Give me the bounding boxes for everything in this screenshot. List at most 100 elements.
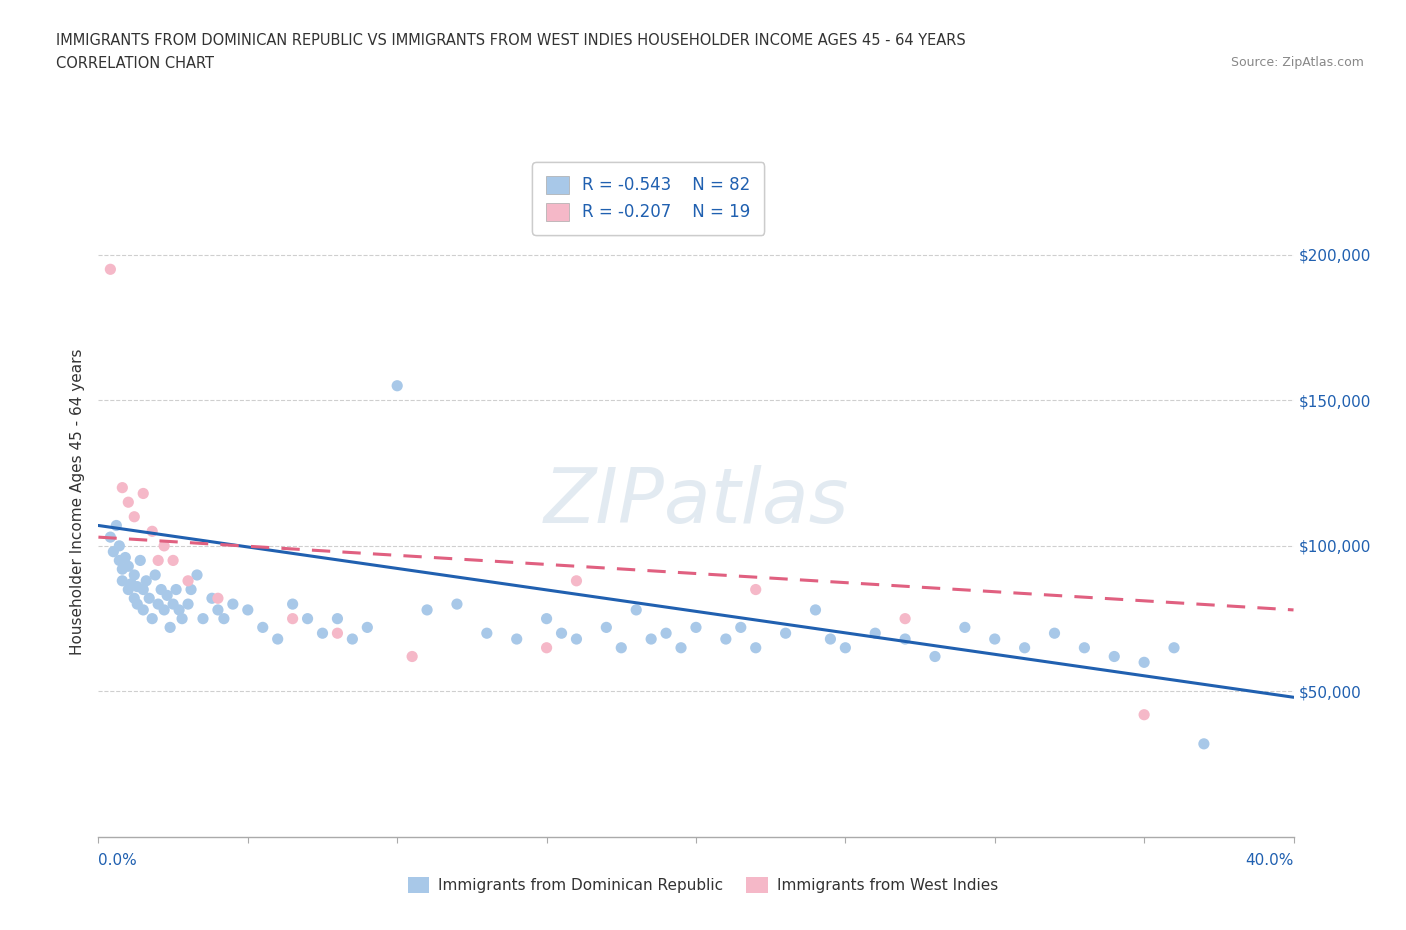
- Point: [117, 559, 139, 574]
- Point: [111, 480, 134, 495]
- Point: [108, 538, 131, 553]
- Point: [141, 524, 163, 538]
- Point: [177, 574, 200, 589]
- Text: IMMIGRANTS FROM DOMINICAN REPUBLIC VS IMMIGRANTS FROM WEST INDIES HOUSEHOLDER IN: IMMIGRANTS FROM DOMINICAN REPUBLIC VS IM…: [56, 33, 966, 47]
- Point: [138, 591, 160, 605]
- Point: [1192, 737, 1215, 751]
- Point: [820, 631, 842, 646]
- Point: [475, 626, 498, 641]
- Point: [894, 631, 917, 646]
- Legend: Immigrants from Dominican Republic, Immigrants from West Indies: Immigrants from Dominican Republic, Immi…: [402, 870, 1004, 899]
- Point: [186, 567, 208, 582]
- Point: [132, 603, 155, 618]
- Point: [506, 631, 529, 646]
- Point: [124, 591, 146, 605]
- Y-axis label: Householder Income Ages 45 - 64 years: Householder Income Ages 45 - 64 years: [70, 349, 86, 656]
- Point: [610, 641, 633, 656]
- Point: [342, 631, 364, 646]
- Point: [385, 379, 409, 393]
- Point: [127, 597, 149, 612]
- Point: [165, 582, 187, 597]
- Point: [1133, 708, 1156, 723]
- Text: 40.0%: 40.0%: [1246, 853, 1294, 868]
- Point: [550, 626, 572, 641]
- Point: [127, 579, 149, 594]
- Point: [685, 620, 707, 635]
- Text: 0.0%: 0.0%: [98, 853, 138, 868]
- Point: [162, 553, 184, 568]
- Point: [1163, 641, 1185, 656]
- Point: [212, 611, 235, 626]
- Point: [281, 597, 304, 612]
- Point: [114, 550, 136, 565]
- Point: [311, 626, 333, 641]
- Point: [191, 611, 214, 626]
- Point: [117, 582, 139, 597]
- Point: [297, 611, 319, 626]
- Point: [655, 626, 678, 641]
- Point: [714, 631, 737, 646]
- Point: [129, 553, 152, 568]
- Point: [640, 631, 662, 646]
- Point: [167, 603, 190, 618]
- Point: [356, 620, 378, 635]
- Point: [153, 603, 176, 618]
- Point: [108, 553, 131, 568]
- Point: [207, 591, 229, 605]
- Point: [201, 591, 224, 605]
- Point: [326, 626, 349, 641]
- Point: [156, 588, 179, 603]
- Point: [100, 530, 122, 545]
- Point: [565, 631, 588, 646]
- Point: [141, 611, 163, 626]
- Point: [135, 574, 157, 589]
- Point: [177, 597, 200, 612]
- Point: [132, 582, 155, 597]
- Point: [669, 641, 692, 656]
- Point: [775, 626, 797, 641]
- Point: [117, 495, 139, 510]
- Point: [103, 544, 125, 559]
- Point: [953, 620, 976, 635]
- Point: [745, 582, 768, 597]
- Text: Source: ZipAtlas.com: Source: ZipAtlas.com: [1230, 56, 1364, 69]
- Point: [326, 611, 349, 626]
- Point: [105, 518, 128, 533]
- Point: [148, 597, 170, 612]
- Point: [626, 603, 648, 618]
- Point: [120, 577, 142, 591]
- Legend: R = -0.543    N = 82, R = -0.207    N = 19: R = -0.543 N = 82, R = -0.207 N = 19: [533, 163, 763, 234]
- Point: [162, 597, 184, 612]
- Point: [565, 574, 588, 589]
- Point: [1133, 655, 1156, 670]
- Point: [924, 649, 946, 664]
- Point: [834, 641, 856, 656]
- Point: [124, 567, 146, 582]
- Point: [804, 603, 827, 618]
- Point: [111, 574, 134, 589]
- Point: [1043, 626, 1066, 641]
- Point: [536, 611, 558, 626]
- Point: [172, 611, 194, 626]
- Point: [150, 582, 173, 597]
- Point: [730, 620, 752, 635]
- Text: ZIPatlas: ZIPatlas: [543, 465, 849, 539]
- Point: [153, 538, 176, 553]
- Point: [236, 603, 259, 618]
- Point: [865, 626, 887, 641]
- Point: [401, 649, 423, 664]
- Point: [984, 631, 1007, 646]
- Point: [180, 582, 202, 597]
- Point: [111, 562, 134, 577]
- Point: [536, 641, 558, 656]
- Point: [207, 603, 229, 618]
- Text: CORRELATION CHART: CORRELATION CHART: [56, 56, 214, 71]
- Point: [894, 611, 917, 626]
- Point: [252, 620, 274, 635]
- Point: [143, 567, 166, 582]
- Point: [595, 620, 617, 635]
- Point: [1014, 641, 1036, 656]
- Point: [446, 597, 468, 612]
- Point: [100, 262, 122, 277]
- Point: [745, 641, 768, 656]
